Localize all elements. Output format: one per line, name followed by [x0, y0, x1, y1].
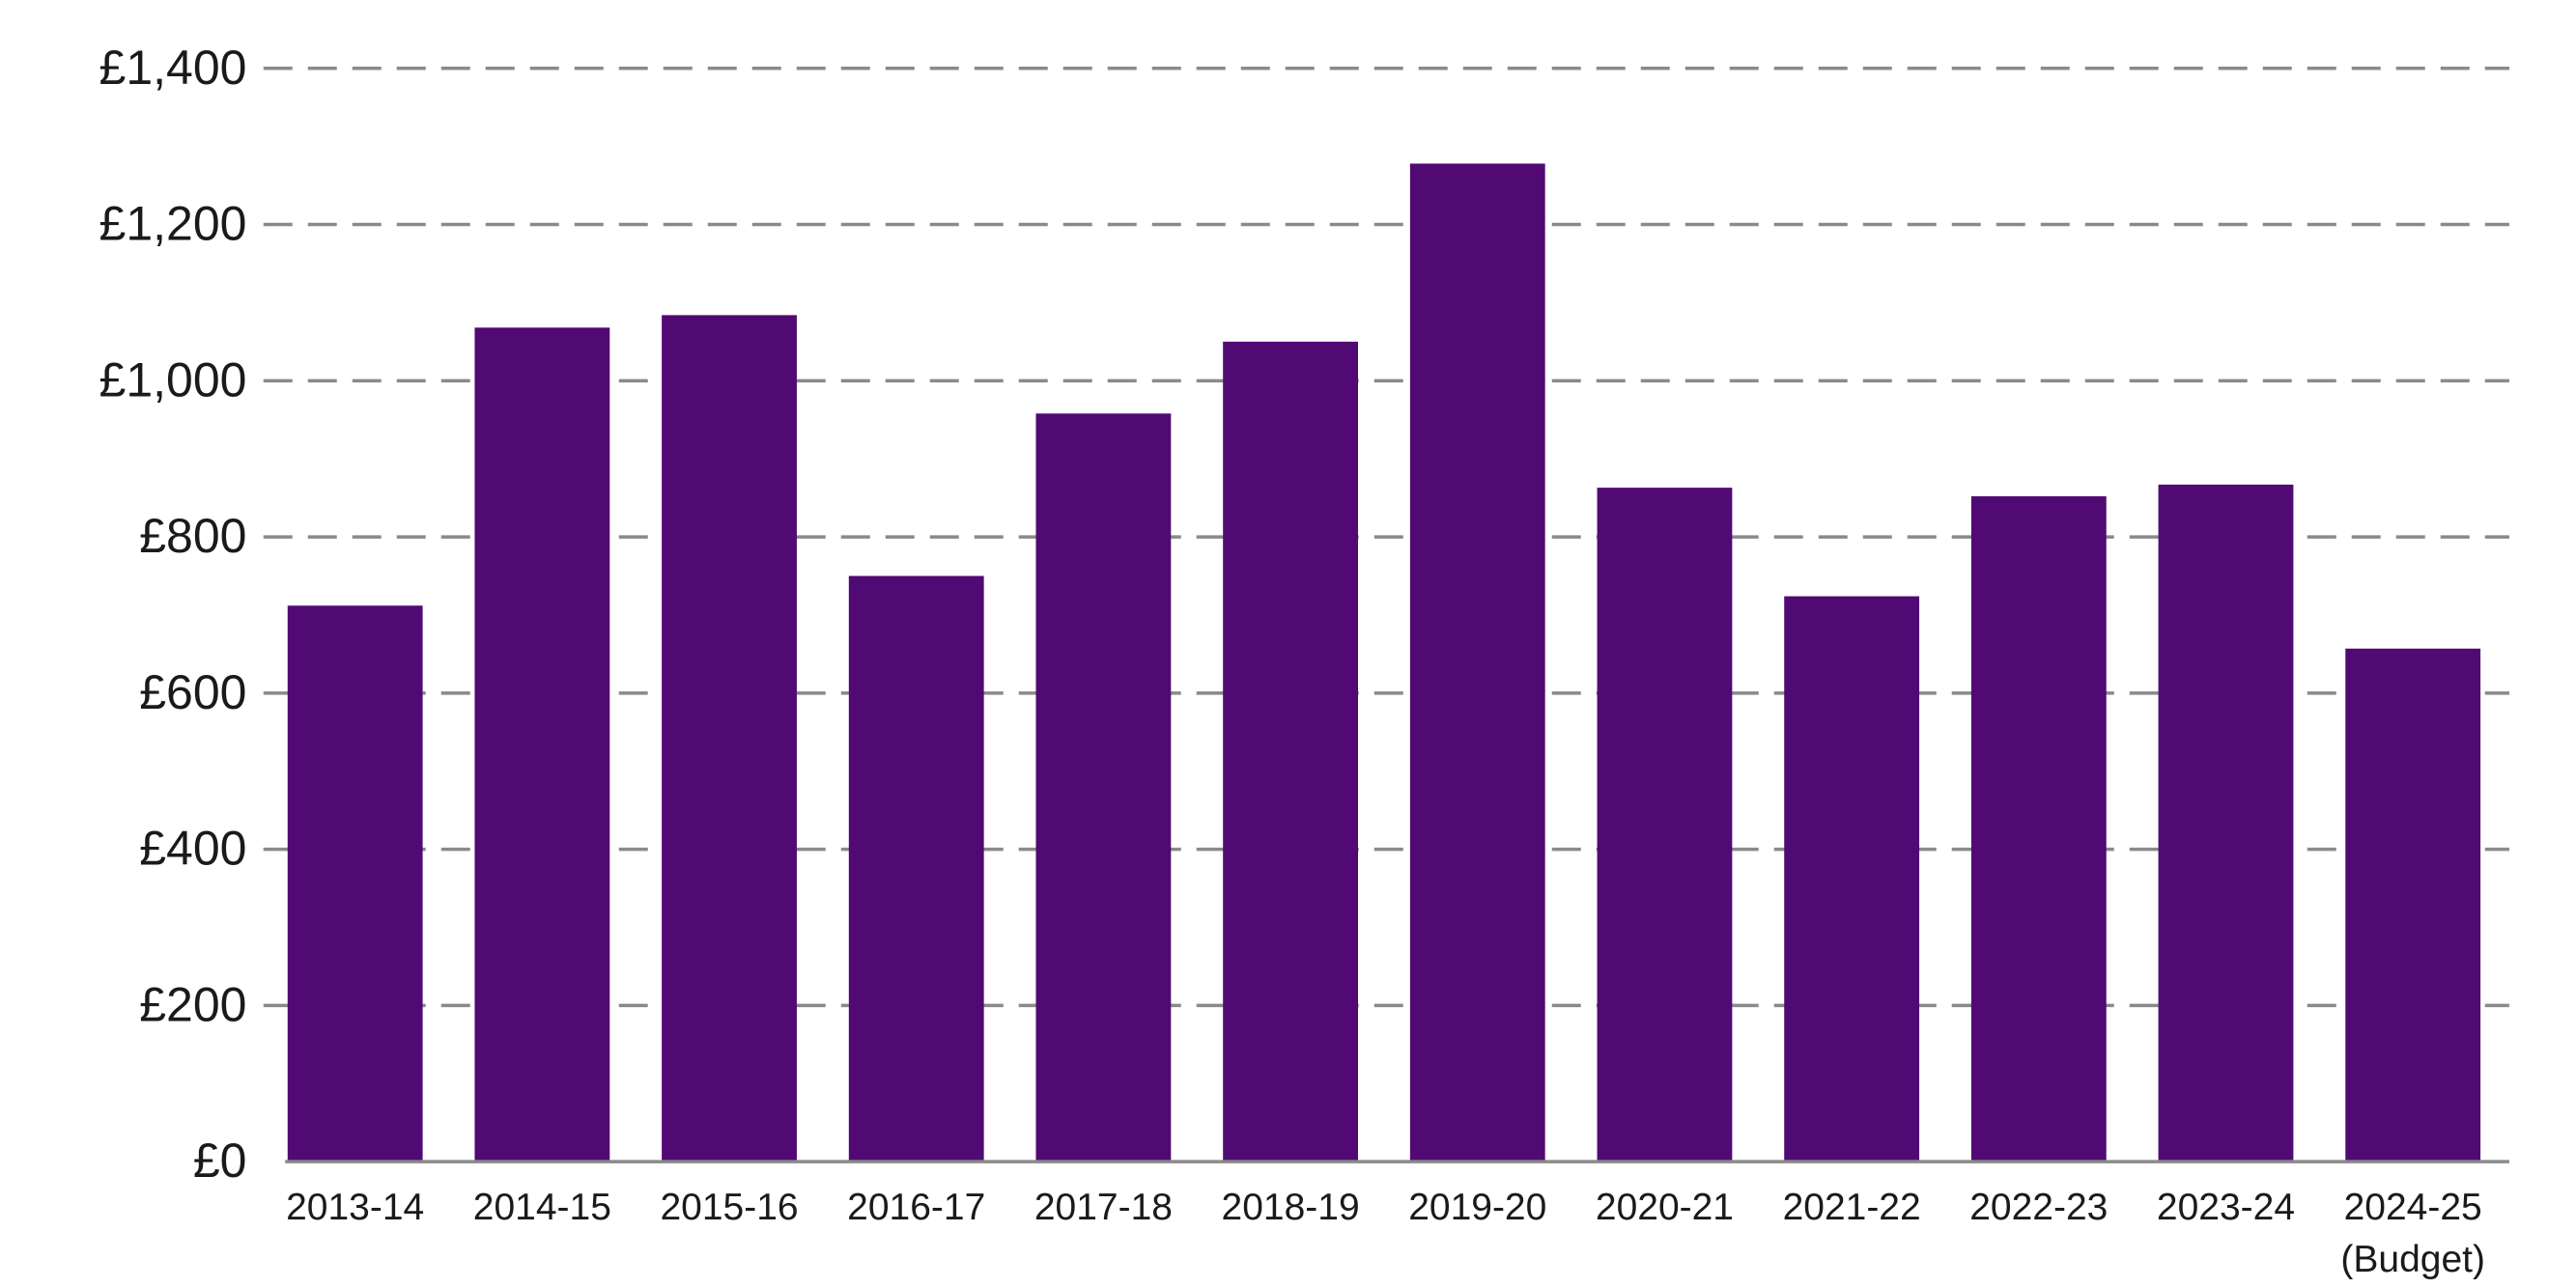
bars	[287, 163, 2481, 1162]
y-tick-label: £600	[139, 665, 246, 719]
x-tick-label: 2022-23	[1969, 1187, 2108, 1228]
bar	[1035, 413, 1172, 1162]
x-tick-label: 2024-25	[2344, 1187, 2482, 1228]
y-axis-tick-labels: £0 £200 £400 £600 £800 £1,000 £1,200 £1,400	[99, 41, 247, 1188]
x-tick-label: 2017-18	[1034, 1187, 1173, 1228]
y-tick-label: £1,400	[99, 41, 247, 95]
bar	[287, 605, 423, 1162]
bar	[848, 575, 984, 1162]
x-tick-label: 2018-19	[1222, 1187, 1360, 1228]
bar	[1223, 341, 1359, 1162]
x-tick-label: 2016-17	[847, 1187, 985, 1228]
x-axis-tick-labels: 2013-14 2014-15 2015-16 2016-17 2017-18 2018-…	[286, 1187, 2485, 1280]
x-tick-label: 2014-15	[473, 1187, 611, 1228]
x-tick-label: 2015-16	[660, 1187, 798, 1228]
bar	[474, 327, 610, 1162]
x-tick-label: 2023-24	[2157, 1187, 2295, 1228]
bar	[1597, 488, 1733, 1162]
bar	[2158, 484, 2294, 1162]
bar	[1409, 163, 1545, 1162]
x-tick-sublabel: (Budget)	[2340, 1239, 2485, 1280]
bar	[662, 315, 797, 1162]
x-tick-label: 2019-20	[1408, 1187, 1546, 1228]
bar	[1970, 496, 2107, 1162]
y-tick-label: £400	[139, 822, 246, 876]
gridlines	[263, 67, 2509, 1008]
y-tick-label: £0	[193, 1134, 247, 1188]
x-tick-label: 2013-14	[286, 1187, 424, 1228]
y-tick-label: £800	[139, 509, 246, 563]
x-tick-label: 2020-21	[1596, 1187, 1734, 1228]
bar	[2345, 648, 2481, 1162]
y-tick-label: £200	[139, 977, 246, 1031]
bar	[1784, 596, 1920, 1162]
y-tick-label: £1,000	[99, 352, 247, 406]
y-tick-label: £1,200	[99, 197, 247, 251]
x-tick-label: 2021-22	[1783, 1187, 1921, 1228]
